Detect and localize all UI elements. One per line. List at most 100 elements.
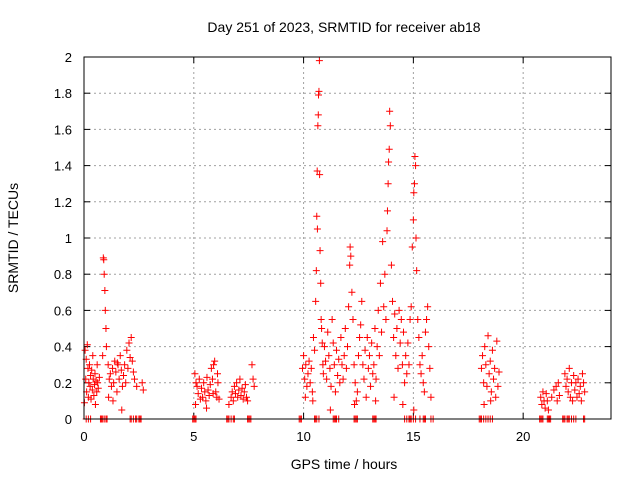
grid-lines	[84, 57, 611, 419]
data-point	[555, 391, 563, 399]
data-point	[483, 382, 491, 390]
data-point	[317, 315, 325, 323]
data-point	[100, 256, 108, 264]
data-point	[232, 390, 240, 398]
data-point	[480, 379, 488, 387]
data-point	[410, 406, 418, 414]
data-point	[138, 379, 146, 387]
data-point	[373, 343, 381, 351]
y-tick-label: 0	[65, 412, 72, 427]
data-point	[346, 261, 354, 269]
data-point	[337, 334, 345, 342]
data-point	[314, 111, 322, 119]
y-tick-label: 0.8	[54, 267, 72, 282]
data-point	[316, 247, 324, 255]
data-point	[316, 171, 324, 179]
data-point	[356, 334, 364, 342]
data-point	[333, 346, 341, 354]
data-point	[298, 364, 306, 372]
data-point	[99, 352, 107, 360]
data-point	[102, 325, 110, 332]
data-point	[485, 370, 493, 378]
data-point	[573, 393, 581, 401]
data-point	[203, 404, 211, 412]
data-point	[118, 406, 126, 414]
data-point	[365, 352, 373, 360]
data-point	[323, 375, 331, 383]
data-point	[581, 388, 589, 396]
data-point	[330, 361, 338, 369]
data-point	[387, 261, 395, 269]
data-point	[348, 288, 356, 296]
data-point	[411, 153, 419, 161]
data-point	[386, 107, 394, 115]
data-point	[408, 243, 416, 251]
data-point	[305, 357, 313, 365]
data-point	[420, 388, 428, 396]
data-point	[487, 397, 495, 405]
data-point	[84, 364, 92, 372]
data-point	[325, 352, 333, 360]
data-point	[418, 352, 426, 360]
data-point	[113, 359, 121, 367]
data-point	[362, 393, 370, 401]
data-point	[372, 397, 380, 405]
data-point	[391, 310, 399, 318]
data-point	[404, 339, 412, 347]
x-axis-label: GPS time / hours	[291, 456, 398, 472]
data-point	[318, 325, 326, 332]
data-point	[416, 361, 424, 369]
data-point	[313, 212, 321, 220]
data-point	[380, 303, 388, 311]
data-point	[548, 393, 556, 401]
data-point	[106, 370, 114, 378]
data-point	[580, 379, 588, 387]
data-point	[334, 372, 342, 380]
data-point	[386, 122, 394, 130]
data-point	[331, 388, 339, 396]
data-point	[487, 388, 495, 396]
data-point	[424, 303, 432, 311]
data-point	[493, 337, 501, 345]
data-point	[205, 391, 213, 399]
data-point	[395, 306, 403, 314]
y-tick-label: 1	[65, 231, 72, 246]
data-point	[127, 334, 135, 342]
data-point	[317, 279, 325, 287]
data-point	[552, 382, 560, 390]
data-point	[91, 370, 99, 378]
data-point	[117, 366, 125, 374]
data-point	[539, 388, 547, 396]
data-point	[230, 382, 238, 390]
data-point	[367, 382, 375, 390]
x-tick-label: 0	[80, 429, 87, 444]
data-point	[307, 364, 315, 372]
data-point	[414, 315, 422, 323]
data-point	[353, 388, 361, 396]
data-point	[392, 352, 400, 360]
data-point	[209, 390, 217, 398]
data-point	[207, 364, 215, 372]
data-point	[421, 328, 429, 336]
x-tick-label: 10	[296, 429, 310, 444]
x-tick-label: 5	[190, 429, 197, 444]
data-point	[102, 343, 110, 351]
data-point	[378, 328, 386, 336]
data-point	[397, 315, 405, 323]
data-point	[423, 315, 431, 323]
data-point	[336, 379, 344, 387]
data-point	[126, 353, 134, 361]
data-point	[193, 382, 201, 390]
data-point	[413, 267, 421, 275]
data-point	[225, 401, 233, 409]
data-point	[341, 325, 349, 332]
data-point	[306, 379, 314, 387]
data-point	[426, 364, 434, 372]
y-tick-label: 0.6	[54, 303, 72, 318]
data-point	[484, 332, 492, 340]
data-point	[308, 388, 316, 396]
x-tick-label: 15	[406, 429, 420, 444]
data-point	[85, 361, 93, 369]
data-point	[128, 357, 136, 365]
